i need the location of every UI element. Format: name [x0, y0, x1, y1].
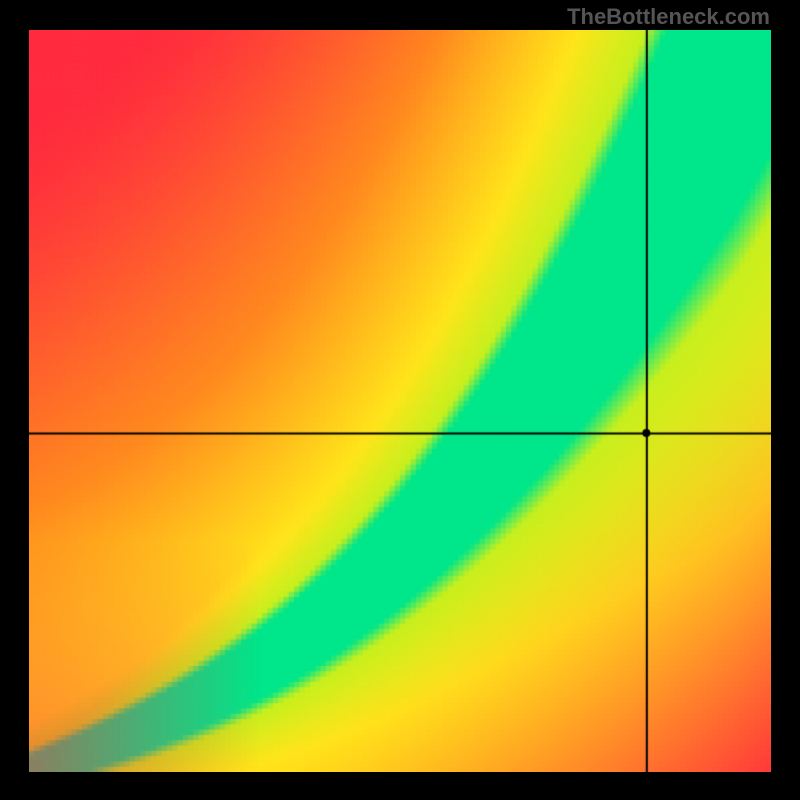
chart-container: TheBottleneck.com	[0, 0, 800, 800]
watermark-text: TheBottleneck.com	[567, 4, 770, 30]
bottleneck-heatmap	[29, 30, 771, 772]
